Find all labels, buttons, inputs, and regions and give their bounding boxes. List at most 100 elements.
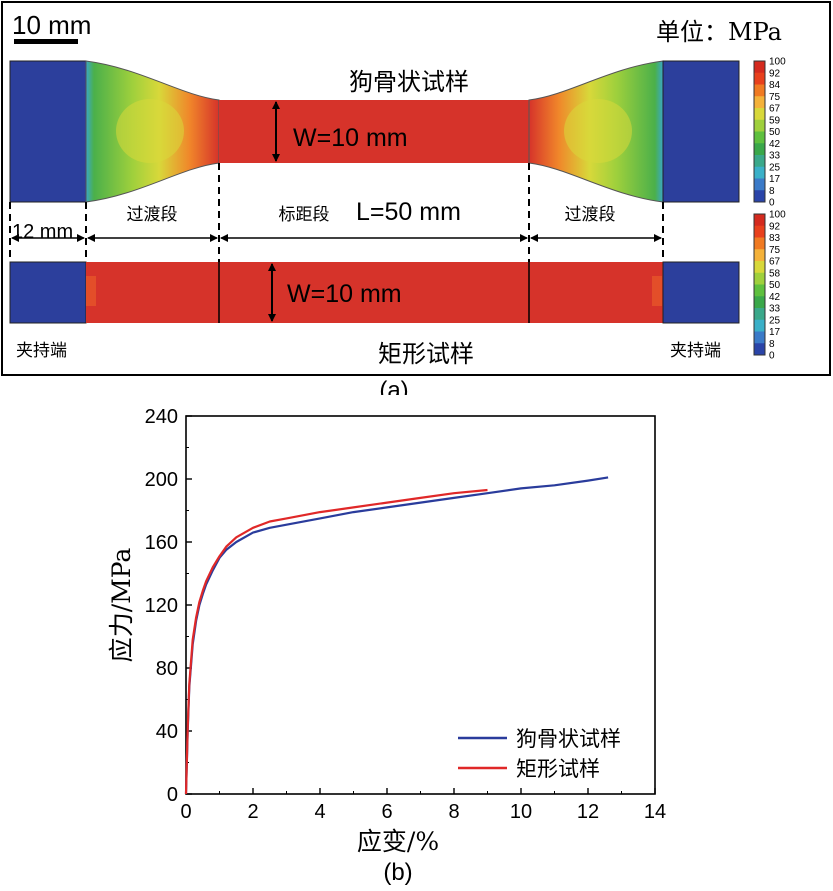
y-tick-label: 0 [167, 784, 178, 806]
panel-a-caption: (a) [379, 377, 408, 395]
rect-grip-left [9, 261, 87, 324]
y-tick-label: 200 [145, 469, 178, 491]
y-tick-label: 120 [145, 595, 178, 617]
x-tick-label: 14 [644, 801, 666, 823]
legend-swatch [754, 261, 765, 274]
legend-tick-label: 0 [769, 198, 775, 209]
width-label-top: W=10 mm [293, 124, 408, 152]
panel-b-caption: (b) [383, 859, 412, 886]
legend-swatch [754, 225, 765, 238]
legend-tick-label: 92 [769, 221, 781, 232]
legend-tick-label: 58 [769, 268, 781, 279]
y-tick-label: 240 [145, 406, 178, 428]
grip-right-label: 夹持端 [670, 341, 721, 361]
legend-swatch [754, 237, 765, 250]
y-tick-label: 80 [156, 658, 178, 680]
legend-tick-label: 25 [769, 315, 781, 326]
dogbone-grip-left [9, 60, 87, 203]
rect-body [86, 262, 663, 323]
section-transition-right: 过渡段 [565, 205, 616, 225]
series-group [184, 476, 609, 795]
legend-tick-label: 8 [769, 186, 775, 197]
legend-swatch [754, 296, 765, 309]
x-tick-label: 4 [314, 801, 325, 823]
legend-swatch [754, 61, 765, 74]
legend-swatch [754, 284, 765, 297]
rect-edge-right [652, 276, 662, 306]
x-tick-label: 10 [510, 801, 532, 823]
contour-blob-right [564, 99, 632, 163]
legend-tick-label: 83 [769, 233, 781, 244]
legend-swatch [754, 308, 765, 321]
section-transition-left: 过渡段 [127, 205, 178, 225]
legend-tick-label: 59 [769, 115, 781, 126]
legend-tick-label: 25 [769, 162, 781, 173]
series-line-2 [184, 488, 488, 795]
legend-swatch [754, 108, 765, 121]
x-tick-label: 0 [180, 801, 191, 823]
x-axis-label: 应变/% [357, 827, 439, 856]
section-dashed-lines [9, 163, 664, 262]
x-tick-label: 12 [577, 801, 599, 823]
plot-area [185, 415, 656, 795]
legend-tick-label: 0 [769, 351, 775, 362]
x-tick-label: 2 [247, 801, 258, 823]
legend-tick-label: 33 [769, 151, 781, 162]
legend-swatch [754, 272, 765, 285]
legend-tick-label: 42 [769, 139, 781, 150]
legend-swatch [754, 84, 765, 97]
grip-left-label: 夹持端 [16, 341, 67, 361]
rect-grip-right [662, 261, 740, 324]
x-tick-label: 6 [381, 801, 392, 823]
legend-swatch [754, 166, 765, 179]
legend-swatch [754, 143, 765, 156]
legend-swatch [754, 96, 765, 109]
rect-specimen [9, 261, 740, 324]
legend-tick-label: 100 [769, 57, 786, 68]
dogbone-gauge [219, 100, 529, 163]
x-tick-label: 8 [448, 801, 459, 823]
legend-tick-label: 100 [769, 210, 786, 221]
unit-label: 单位：MPa [656, 18, 782, 46]
panel-a-contour-figure: 10 mm 单位：MPa 狗骨状试样 W=10 mm 过渡段 标距段 L=50 … [1, 1, 831, 395]
y-tick-label: 40 [156, 721, 178, 743]
y-axis: 0 40 80 120 160 200 240 [145, 406, 192, 806]
legend-label: 狗骨状试样 [516, 727, 621, 751]
legend-swatch [754, 214, 765, 227]
legend-tick-label: 42 [769, 292, 781, 303]
legend-tick-label: 67 [769, 257, 781, 268]
contour-blob-left [116, 99, 184, 163]
legend-tick-label: 67 [769, 104, 781, 115]
legend-swatch [754, 190, 765, 203]
x-axis: 0 2 4 6 8 10 12 14 [180, 788, 666, 823]
legend-tick-label: 17 [769, 174, 781, 185]
dogbone-title: 狗骨状试样 [349, 68, 469, 96]
legend-swatch [754, 119, 765, 132]
legend-tick-label: 50 [769, 280, 781, 291]
scale-bar [14, 39, 78, 44]
section-gauge: 标距段 [279, 205, 330, 225]
legend-swatch [754, 72, 765, 85]
legend-swatch [754, 249, 765, 262]
legend-swatch [754, 155, 765, 168]
legend-swatch [754, 319, 765, 332]
legend-tick-label: 75 [769, 92, 781, 103]
gauge-length-label: L=50 mm [356, 198, 461, 226]
panel-b-stress-strain-chart: 0 2 4 6 8 10 12 14 0 40 80 120 160 200 240 应力/MPa 应变/… [107, 406, 666, 886]
legend-tick-label: 50 [769, 127, 781, 138]
legend-tick-label: 33 [769, 304, 781, 315]
dogbone-grip-right [662, 60, 740, 203]
grip-width-label: 12 mm [12, 221, 73, 243]
legend-tick-label: 8 [769, 339, 775, 350]
legend-swatch [754, 178, 765, 191]
y-axis-label: 应力/MPa [107, 548, 136, 663]
legend-tick-label: 17 [769, 327, 781, 338]
legend-tick-label: 84 [769, 80, 781, 91]
legend-swatch [754, 331, 765, 344]
legend-tick-label: 75 [769, 245, 781, 256]
legend-tick-label: 92 [769, 68, 781, 79]
legend-border [753, 60, 766, 203]
